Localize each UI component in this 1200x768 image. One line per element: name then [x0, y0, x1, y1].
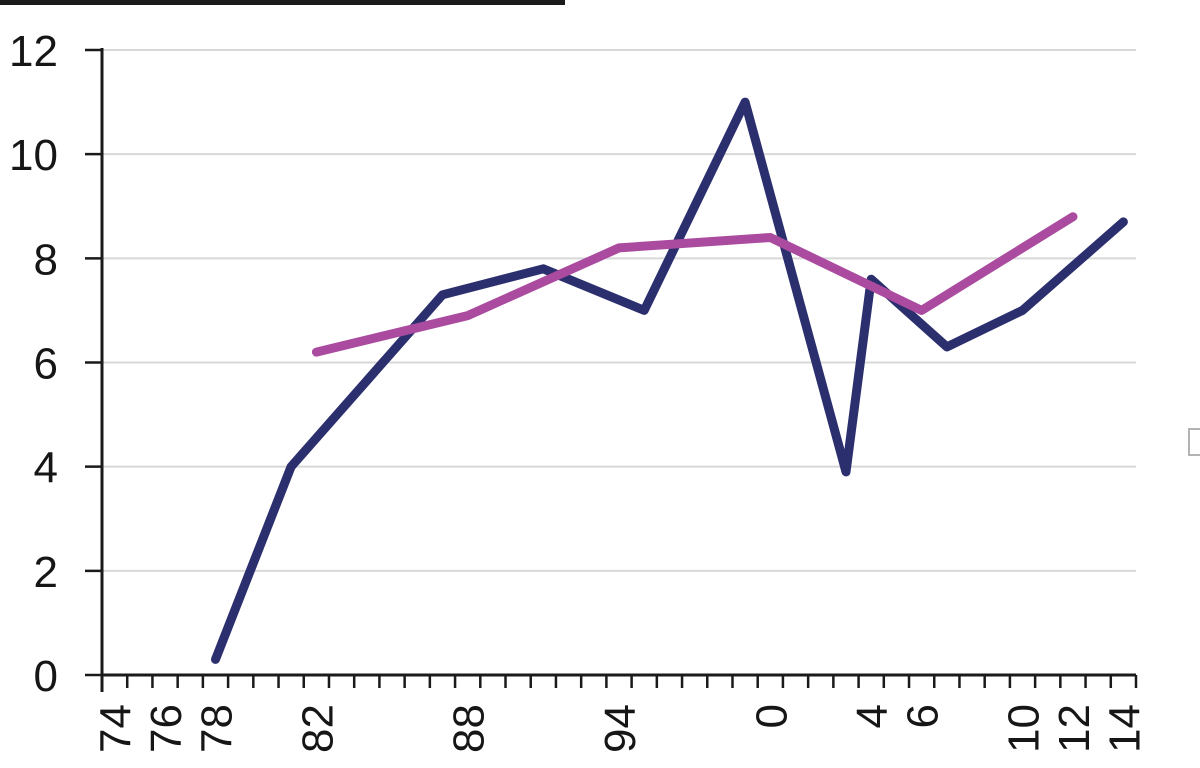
- x-tick-label: 78: [192, 704, 241, 753]
- x-tick-label: 10: [1000, 704, 1049, 753]
- y-tick-label: 0: [34, 652, 58, 701]
- y-tick-label: 8: [34, 235, 58, 284]
- right-edge-clipped-square: [1188, 428, 1200, 456]
- axes: [85, 48, 1138, 692]
- series-navy-series: [211, 97, 1128, 664]
- y-tick-label: 10: [9, 131, 58, 180]
- x-tick-label: 0: [747, 704, 796, 728]
- x-tick-label: 76: [142, 704, 191, 753]
- x-tick-label: 82: [293, 704, 342, 753]
- top-border-line: [0, 0, 565, 5]
- x-tick-label: 74: [92, 704, 141, 753]
- x-tick-label: 94: [596, 704, 645, 753]
- y-tick-label: 4: [34, 444, 58, 493]
- x-tick-label: 12: [1050, 704, 1099, 753]
- y-axis-labels: 0 2 4 6 8 10 12: [9, 27, 58, 701]
- y-tick-label: 12: [9, 27, 58, 76]
- x-tick-label: 6: [899, 704, 948, 728]
- x-tick-label: 88: [445, 704, 494, 753]
- gridlines: [102, 49, 1136, 572]
- x-axis-labels: 74 76 78 82 88 94 0 4 6 10 12 14: [92, 704, 1150, 753]
- y-tick-label: 6: [34, 340, 58, 389]
- y-tick-label: 2: [34, 548, 58, 597]
- x-tick-label: 14: [1100, 704, 1149, 753]
- series-magenta-series: [311, 212, 1078, 357]
- x-tick-label: 4: [848, 704, 897, 728]
